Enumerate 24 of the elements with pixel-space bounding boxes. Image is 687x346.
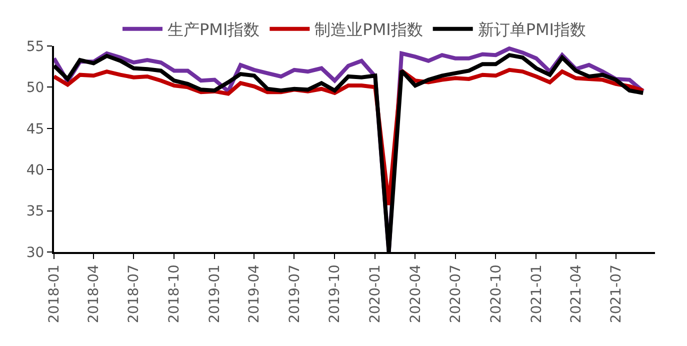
y-tick-label: 45 xyxy=(26,121,44,138)
x-tick-label: 2019-07 xyxy=(286,264,303,324)
legend-label: 生产PMI指数 xyxy=(168,20,260,40)
x-tick-label: 2018-04 xyxy=(86,264,102,324)
x-tick-label: 2018-10 xyxy=(166,264,183,324)
y-tick-label: 35 xyxy=(26,204,44,220)
x-tick-label: 2020-07 xyxy=(448,264,464,324)
y-tick-label: 30 xyxy=(26,244,44,261)
x-tick-label: 2021-01 xyxy=(528,264,545,324)
legend-label: 制造业PMI指数 xyxy=(314,20,423,40)
x-tick-label: 2020-01 xyxy=(368,264,384,324)
x-tick-label: 2019-10 xyxy=(327,264,344,324)
x-tick-label: 2020-10 xyxy=(488,264,504,324)
x-tick-label: 2019-01 xyxy=(207,264,224,324)
x-tick-label: 2021-07 xyxy=(608,264,624,324)
x-tick-label: 2021-04 xyxy=(568,264,584,324)
legend-label: 新订单PMI指数 xyxy=(478,20,586,40)
x-tick-label: 2018-01 xyxy=(46,264,63,324)
x-tick-label: 2020-04 xyxy=(408,264,424,324)
x-tick-label: 2019-04 xyxy=(246,264,263,324)
x-tick-label: 2018-07 xyxy=(126,264,142,324)
y-tick-label: 40 xyxy=(26,162,44,178)
y-tick-label: 50 xyxy=(26,80,44,96)
y-tick-label: 55 xyxy=(26,38,44,55)
